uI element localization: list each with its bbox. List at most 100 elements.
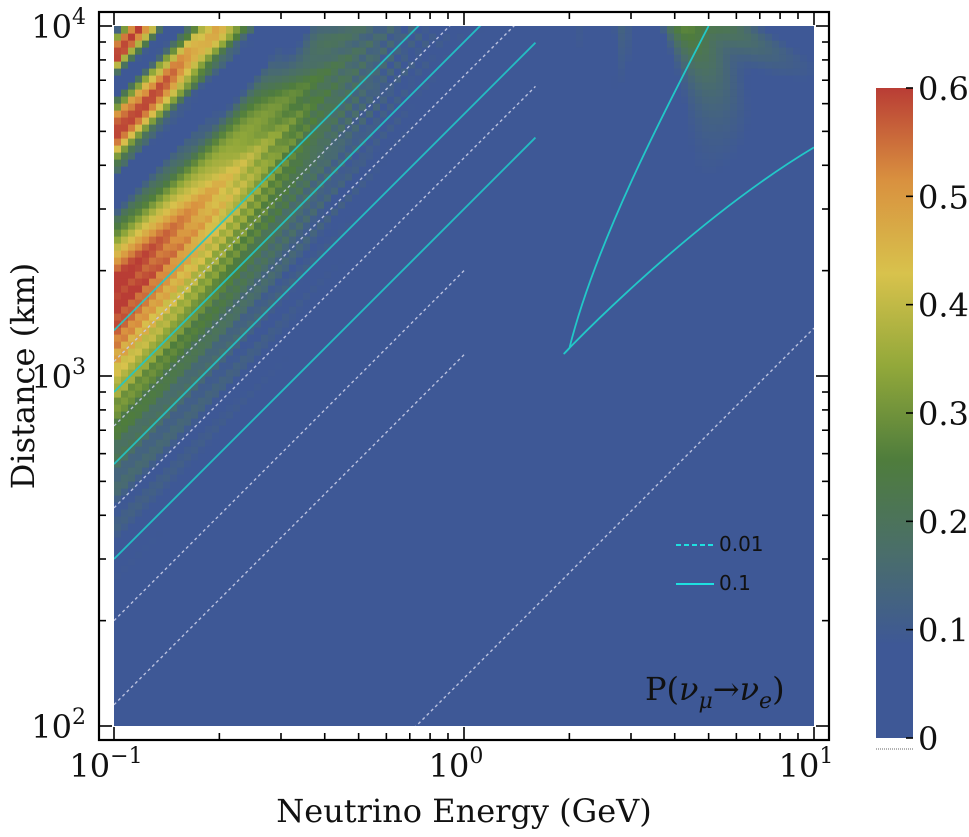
heatmap-cell bbox=[191, 621, 199, 629]
heatmap-cell bbox=[142, 110, 150, 118]
heatmap-cell bbox=[142, 397, 150, 405]
heatmap-cell bbox=[450, 110, 458, 118]
heatmap-cell bbox=[198, 26, 206, 34]
heatmap-cell bbox=[443, 47, 451, 55]
heatmap-cell bbox=[261, 327, 269, 335]
heatmap-cell bbox=[219, 194, 227, 202]
heatmap-cell bbox=[226, 166, 234, 174]
heatmap-cell bbox=[142, 159, 150, 167]
heatmap-cell bbox=[177, 537, 185, 545]
heatmap-cell bbox=[163, 691, 171, 699]
heatmap-cell bbox=[198, 439, 206, 447]
heatmap-cell bbox=[338, 572, 346, 580]
heatmap-cell bbox=[261, 173, 269, 181]
heatmap-cell bbox=[289, 229, 297, 237]
heatmap-cell bbox=[254, 698, 262, 706]
heatmap-cell bbox=[184, 138, 192, 146]
heatmap-cell bbox=[415, 684, 423, 692]
heatmap-cell bbox=[205, 397, 213, 405]
heatmap-cell bbox=[282, 222, 290, 230]
heatmap-cell bbox=[450, 628, 458, 636]
heatmap-cell bbox=[191, 82, 199, 90]
heatmap-cell bbox=[303, 474, 311, 482]
heatmap-cell bbox=[457, 467, 465, 475]
heatmap-cell bbox=[268, 159, 276, 167]
heatmap-cell bbox=[338, 278, 346, 286]
heatmap-cell bbox=[240, 40, 248, 48]
heatmap-cell bbox=[324, 376, 332, 384]
heatmap-cell bbox=[359, 418, 367, 426]
heatmap-cell bbox=[135, 306, 143, 314]
heatmap-cell bbox=[121, 117, 129, 125]
heatmap-cell bbox=[394, 614, 402, 622]
heatmap-cell bbox=[289, 635, 297, 643]
heatmap-cell bbox=[268, 299, 276, 307]
heatmap-cell bbox=[212, 586, 220, 594]
heatmap-cell bbox=[338, 530, 346, 538]
heatmap-cell bbox=[359, 467, 367, 475]
heatmap-cell bbox=[345, 26, 353, 34]
heatmap-cell bbox=[289, 432, 297, 440]
heatmap-cell bbox=[219, 614, 227, 622]
heatmap-cell bbox=[268, 327, 276, 335]
heatmap-cell bbox=[401, 54, 409, 62]
heatmap-cell bbox=[310, 488, 318, 496]
heatmap-cell bbox=[303, 432, 311, 440]
heatmap-cell bbox=[338, 33, 346, 41]
heatmap-cell bbox=[198, 236, 206, 244]
heatmap-cell bbox=[387, 712, 395, 720]
heatmap-cell bbox=[450, 250, 458, 258]
heatmap-cell bbox=[212, 40, 220, 48]
heatmap-cell bbox=[443, 271, 451, 279]
heatmap-cell bbox=[401, 467, 409, 475]
heatmap-cell bbox=[177, 383, 185, 391]
heatmap-cell bbox=[191, 719, 199, 726]
heatmap-cell bbox=[142, 236, 150, 244]
heatmap-cell bbox=[261, 481, 269, 489]
heatmap-cell bbox=[422, 565, 430, 573]
heatmap-cell bbox=[317, 467, 325, 475]
heatmap-cell bbox=[177, 306, 185, 314]
heatmap-cell bbox=[170, 334, 178, 342]
heatmap-cell bbox=[457, 313, 465, 321]
heatmap-cell bbox=[205, 222, 213, 230]
heatmap-cell bbox=[443, 453, 451, 461]
heatmap-cell bbox=[387, 26, 395, 34]
heatmap-cell bbox=[436, 635, 444, 643]
heatmap-cell bbox=[149, 523, 157, 531]
heatmap-cell bbox=[114, 537, 122, 545]
heatmap-cell bbox=[184, 698, 192, 706]
heatmap-cell bbox=[436, 719, 444, 726]
heatmap-cell bbox=[359, 565, 367, 573]
heatmap-cell bbox=[170, 138, 178, 146]
heatmap-cell bbox=[443, 460, 451, 468]
heatmap-cell bbox=[282, 138, 290, 146]
heatmap-cell bbox=[233, 663, 241, 671]
heatmap-cell bbox=[310, 495, 318, 503]
heatmap-cell bbox=[233, 558, 241, 566]
heatmap-cell bbox=[436, 425, 444, 433]
heatmap-cell bbox=[310, 404, 318, 412]
heatmap-cell bbox=[324, 362, 332, 370]
heatmap-cell bbox=[205, 243, 213, 251]
heatmap-cell bbox=[296, 439, 304, 447]
heatmap-cell bbox=[163, 530, 171, 538]
heatmap-cell bbox=[128, 180, 136, 188]
heatmap-cell bbox=[443, 173, 451, 181]
heatmap-cell bbox=[401, 719, 409, 726]
heatmap-cell bbox=[156, 68, 164, 76]
heatmap-cell bbox=[408, 250, 416, 258]
heatmap-cell bbox=[261, 33, 269, 41]
heatmap-cell bbox=[142, 278, 150, 286]
heatmap-cell bbox=[380, 236, 388, 244]
heatmap-cell bbox=[373, 453, 381, 461]
heatmap-cell bbox=[436, 509, 444, 517]
heatmap-cell bbox=[149, 656, 157, 664]
heatmap-cell bbox=[373, 285, 381, 293]
heatmap-cell bbox=[198, 565, 206, 573]
heatmap-cell bbox=[394, 124, 402, 132]
heatmap-cell bbox=[142, 607, 150, 615]
heatmap-cell bbox=[394, 376, 402, 384]
heatmap-cell bbox=[352, 222, 360, 230]
heatmap-cell bbox=[380, 705, 388, 713]
